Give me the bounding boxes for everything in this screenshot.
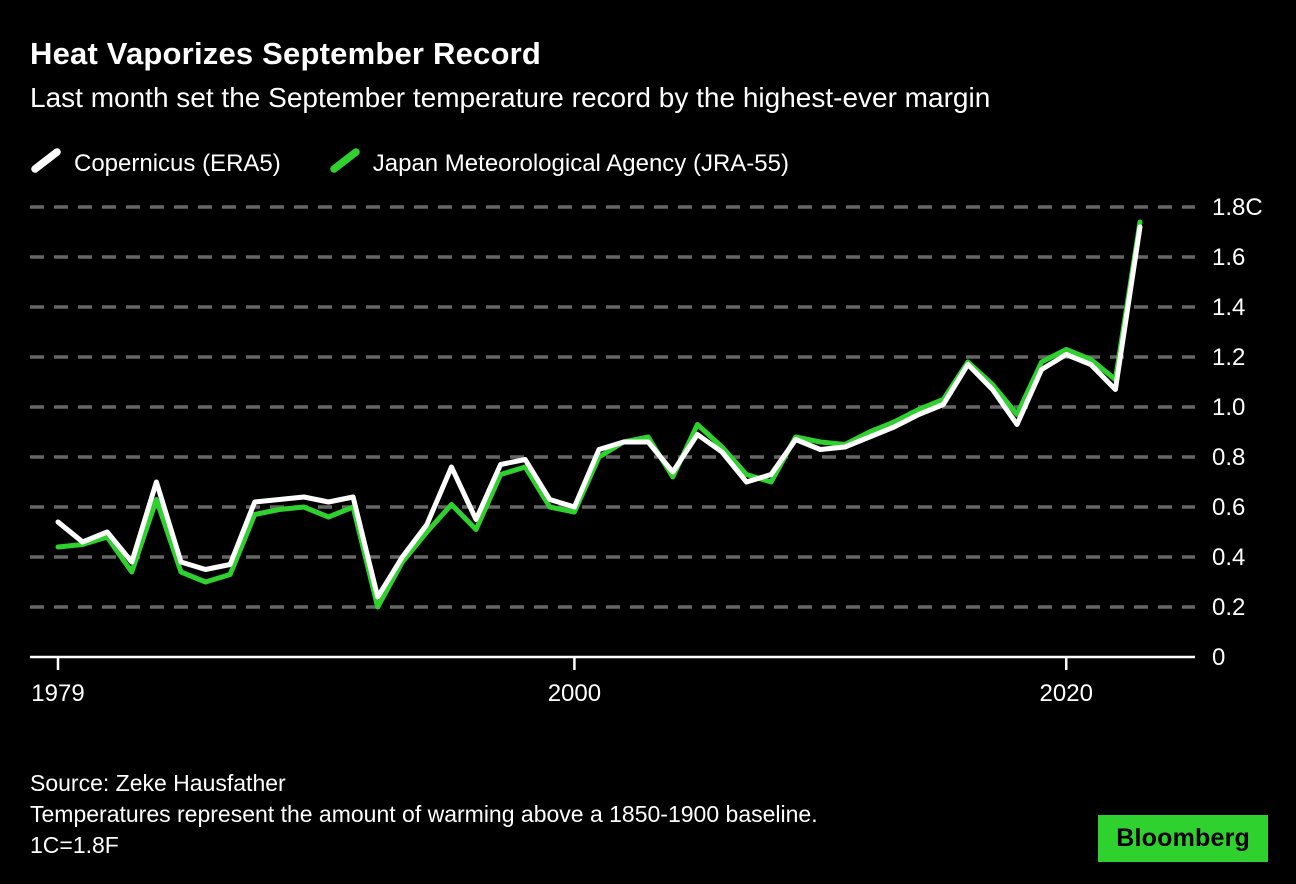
y-axis-label: 1.6 — [1212, 244, 1245, 271]
legend-label-jma: Japan Meteorological Agency (JRA-55) — [372, 149, 789, 177]
chart-title: Heat Vaporizes September Record — [30, 36, 541, 71]
legend-swatch-jma-icon — [329, 146, 361, 181]
x-axis-label: 2020 — [1040, 680, 1093, 707]
y-axis-label: 1.2 — [1212, 344, 1245, 371]
y-axis-label: 0.4 — [1212, 544, 1245, 571]
footnote-baseline: Temperatures represent the amount of war… — [30, 801, 818, 827]
legend-swatch-copernicus-icon — [30, 146, 62, 181]
source-note: Source: Zeke Hausfather — [30, 770, 286, 796]
bloomberg-logo: Bloomberg — [1098, 815, 1268, 862]
y-axis-label: 0.6 — [1212, 494, 1245, 521]
chart-footer: Source: Zeke Hausfather Temperatures rep… — [30, 768, 818, 861]
y-axis-label: 1.0 — [1212, 394, 1245, 421]
x-axis-label: 1979 — [31, 680, 84, 707]
chart-subtitle: Last month set the September temperature… — [30, 82, 991, 113]
chart-header: Heat Vaporizes September Record Last mon… — [30, 36, 990, 114]
legend: Copernicus (ERA5) Japan Meteorological A… — [30, 146, 789, 181]
footnote-conversion: 1C=1.8F — [30, 832, 119, 858]
y-axis-label: 1.8C — [1212, 194, 1263, 221]
legend-item-jma: Japan Meteorological Agency (JRA-55) — [329, 146, 789, 181]
series-line-copernicus-era5 — [55, 224, 1143, 600]
y-axis-label: 0.2 — [1212, 594, 1245, 621]
legend-label-copernicus: Copernicus (ERA5) — [74, 149, 281, 177]
series-line-jma-jra55 — [55, 219, 1143, 610]
y-axis-label: 1.4 — [1212, 294, 1245, 321]
y-axis-label: 0 — [1212, 644, 1225, 671]
x-axis-label: 2000 — [548, 680, 601, 707]
legend-item-copernicus: Copernicus (ERA5) — [30, 146, 281, 181]
y-axis-label: 0.8 — [1212, 444, 1245, 471]
